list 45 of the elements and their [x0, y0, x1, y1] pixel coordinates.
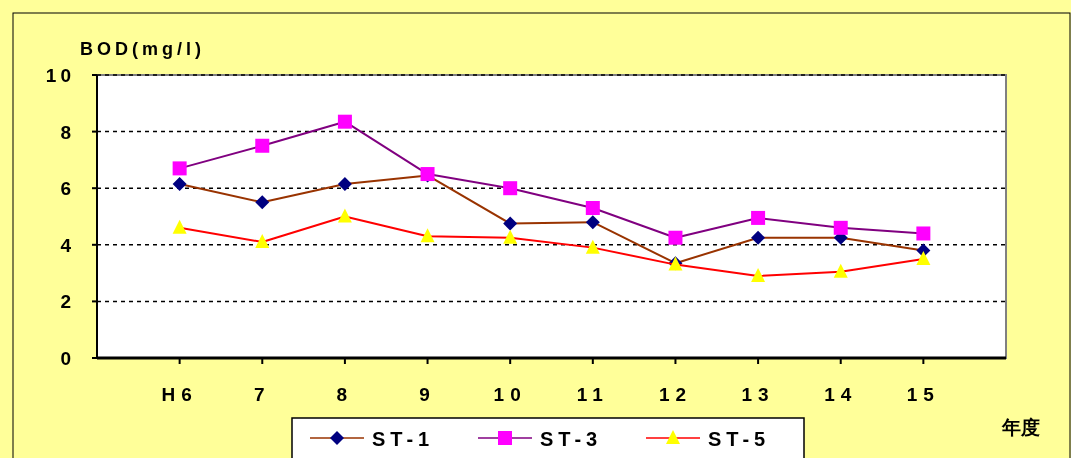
point — [833, 220, 848, 235]
point — [503, 181, 518, 196]
point — [668, 230, 683, 245]
point — [172, 219, 187, 234]
y-tick-label: 2 — [60, 291, 75, 313]
point — [503, 229, 518, 244]
point — [420, 228, 435, 243]
point — [337, 176, 352, 191]
point — [751, 230, 766, 245]
x-axis-title: 年度 — [1001, 417, 1040, 438]
point — [585, 239, 600, 254]
point — [585, 201, 600, 216]
x-tick-label: 13 — [741, 384, 775, 405]
x-tick-label: 12 — [658, 384, 693, 405]
y-axis-title: BOD(mg/l) — [80, 39, 205, 59]
point — [916, 250, 931, 265]
point — [337, 208, 352, 223]
y-tick-label: 8 — [60, 121, 75, 143]
point — [337, 114, 352, 129]
y-tick-label: 10 — [45, 65, 75, 86]
x-tick-label: 11 — [576, 384, 609, 405]
point — [255, 138, 270, 153]
point — [751, 267, 766, 282]
x-tick-label: 9 — [419, 384, 436, 405]
point — [172, 161, 187, 176]
point — [833, 263, 848, 278]
x-tick-label: 8 — [336, 384, 354, 405]
x-tick-label: 10 — [493, 384, 527, 405]
legend-label: ST-5 — [708, 428, 771, 450]
y-tick-label: 0 — [60, 348, 75, 369]
point — [916, 226, 931, 241]
legend-label: ST-1 — [372, 428, 435, 450]
y-tick-label: 6 — [60, 178, 75, 200]
legend-label: ST-3 — [540, 428, 603, 450]
x-tick-label: 7 — [253, 384, 271, 405]
point — [503, 216, 518, 231]
point — [255, 195, 270, 210]
x-tick-label: 15 — [906, 384, 940, 405]
point — [585, 215, 600, 230]
x-tick-label: H6 — [161, 384, 198, 405]
point — [255, 233, 270, 248]
y-tick-label: 4 — [60, 234, 75, 256]
point — [172, 176, 187, 191]
point — [751, 210, 766, 225]
x-tick-label: 14 — [824, 384, 858, 405]
